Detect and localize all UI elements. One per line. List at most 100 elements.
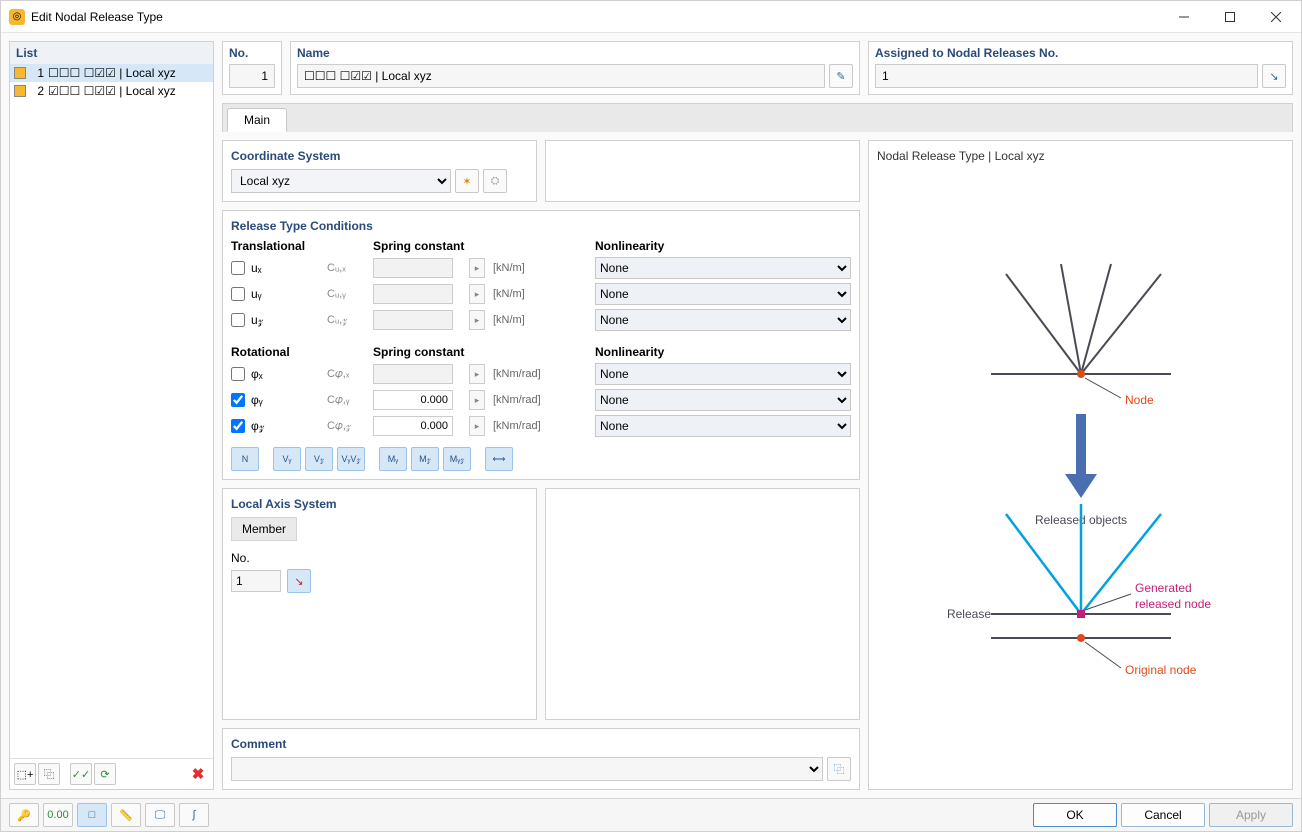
local-axis-title: Local Axis System bbox=[231, 497, 528, 511]
assigned-input[interactable] bbox=[875, 64, 1258, 88]
list-new-icon[interactable]: ⬚+ bbox=[14, 763, 36, 785]
tab-main[interactable]: Main bbox=[227, 108, 287, 132]
list-row-label: ☑☐☐ ☐☑☑ | Local xyz bbox=[48, 84, 176, 98]
cond-spring-input[interactable] bbox=[373, 390, 453, 410]
assigned-pick-icon[interactable]: ↘ bbox=[1262, 64, 1286, 88]
footer-tool-icon[interactable]: 0.00 bbox=[43, 803, 73, 827]
cond-spring-symbol: Cᵤ,ᵧ bbox=[327, 288, 367, 300]
app-icon: ◎ bbox=[9, 9, 25, 25]
cond-spring-input bbox=[373, 284, 453, 304]
svg-text:Original node: Original node bbox=[1125, 663, 1197, 677]
svg-text:Node: Node bbox=[1125, 393, 1154, 407]
cond-popup-icon[interactable]: ▸ bbox=[469, 390, 485, 410]
cond-preset-button[interactable]: Mᵧ bbox=[379, 447, 407, 471]
cond-checkbox[interactable]: φₓ bbox=[231, 367, 321, 381]
local-axis-no-label: No. bbox=[231, 551, 528, 565]
list-delete-icon[interactable]: ✖ bbox=[187, 763, 209, 785]
cond-spring-symbol: C𝜑,ₓ bbox=[327, 368, 367, 381]
footer-tool-icon[interactable]: □ bbox=[77, 803, 107, 827]
close-button[interactable] bbox=[1253, 2, 1299, 32]
cond-symbol: φₓ bbox=[251, 367, 263, 381]
footer-tool-icon[interactable]: 🖵 bbox=[145, 803, 175, 827]
name-label: Name bbox=[297, 46, 853, 60]
local-axis-section: Local Axis System Member No. ↘ bbox=[222, 488, 537, 720]
coord-new-icon[interactable]: ✶ bbox=[455, 169, 479, 193]
cond-unit: [kNm/rad] bbox=[493, 394, 553, 406]
empty-section-1 bbox=[545, 140, 860, 202]
cond-preset-button[interactable]: M𝓏 bbox=[411, 447, 439, 471]
comment-title: Comment bbox=[231, 737, 851, 751]
cond-preset-button[interactable]: V𝓏 bbox=[305, 447, 333, 471]
cancel-button[interactable]: Cancel bbox=[1121, 803, 1205, 827]
cond-checkbox[interactable]: φᵧ bbox=[231, 393, 321, 407]
cond-preset-button[interactable]: VᵧV𝓏 bbox=[337, 447, 365, 471]
list-check-icon[interactable]: ✓✓ bbox=[70, 763, 92, 785]
assigned-label: Assigned to Nodal Releases No. bbox=[875, 46, 1286, 60]
cond-spring-symbol: C𝜑,ᵧ bbox=[327, 394, 367, 407]
tab-row: Main bbox=[222, 103, 1293, 132]
cond-nonlinearity-select[interactable]: None bbox=[595, 257, 851, 279]
cond-spring-symbol: C𝜑,𝓏 bbox=[327, 420, 367, 433]
cond-preset-button[interactable]: Vᵧ bbox=[273, 447, 301, 471]
list-duplicate-icon[interactable]: ⿻ bbox=[38, 763, 60, 785]
cond-nonlinearity-select[interactable]: None bbox=[595, 283, 851, 305]
maximize-button[interactable] bbox=[1207, 2, 1253, 32]
cond-symbol: φ𝓏 bbox=[251, 419, 264, 434]
local-axis-member[interactable]: Member bbox=[231, 517, 297, 541]
list-header: List bbox=[10, 42, 213, 64]
cond-popup-icon[interactable]: ▸ bbox=[469, 416, 485, 436]
release-title: Release Type Conditions bbox=[231, 219, 851, 233]
list-toolbar: ⬚+ ⿻ ✓✓ ⟳ ✖ bbox=[10, 758, 213, 789]
list-row-num: 1 bbox=[30, 66, 44, 80]
preview-panel: Nodal Release Type | Local xyz Node Relea… bbox=[868, 140, 1293, 790]
minimize-button[interactable] bbox=[1161, 2, 1207, 32]
cond-preset-button[interactable]: Mᵧ𝓏 bbox=[443, 447, 471, 471]
local-axis-pick-icon[interactable]: ↘ bbox=[287, 569, 311, 593]
spring-header: Spring constant bbox=[373, 239, 553, 253]
trans-header: Translational bbox=[231, 239, 321, 253]
no-input[interactable] bbox=[229, 64, 275, 88]
apply-button[interactable]: Apply bbox=[1209, 803, 1293, 827]
window-title: Edit Nodal Release Type bbox=[31, 10, 1161, 24]
cond-spring-input bbox=[373, 258, 453, 278]
cond-popup-icon: ▸ bbox=[469, 284, 485, 304]
preview-title: Nodal Release Type | Local xyz bbox=[877, 149, 1284, 163]
cond-spring-input[interactable] bbox=[373, 416, 453, 436]
cond-nonlinearity-select[interactable]: None bbox=[595, 415, 851, 437]
footer-tool-icon[interactable]: ∫ bbox=[179, 803, 209, 827]
comment-copy-icon[interactable]: ⿻ bbox=[827, 757, 851, 781]
ok-button[interactable]: OK bbox=[1033, 803, 1117, 827]
name-edit-icon[interactable]: ✎ bbox=[829, 64, 853, 88]
list-filter-icon[interactable]: ⟳ bbox=[94, 763, 116, 785]
cond-checkbox[interactable]: uᵧ bbox=[231, 287, 321, 301]
coord-edit-icon[interactable]: ⛭ bbox=[483, 169, 507, 193]
footer-tool-icon[interactable]: 🔑 bbox=[9, 803, 39, 827]
cond-unit: [kNm/rad] bbox=[493, 420, 553, 432]
cond-nonlinearity-select[interactable]: None bbox=[595, 389, 851, 411]
cond-preset-button[interactable]: ⟷ bbox=[485, 447, 513, 471]
list-swatch-icon bbox=[14, 67, 26, 79]
cond-unit: [kN/m] bbox=[493, 314, 553, 326]
coord-select[interactable]: Local xyz bbox=[231, 169, 451, 193]
local-axis-no-input[interactable] bbox=[231, 570, 281, 592]
cond-nonlinearity-select[interactable]: None bbox=[595, 309, 851, 331]
comment-select[interactable] bbox=[231, 757, 823, 781]
cond-checkbox[interactable]: φ𝓏 bbox=[231, 419, 321, 434]
list-row[interactable]: 1 ☐☐☐ ☐☑☑ | Local xyz bbox=[10, 64, 213, 82]
cond-nonlinearity-select[interactable]: None bbox=[595, 363, 851, 385]
cond-checkbox[interactable]: uₓ bbox=[231, 261, 321, 275]
svg-text:Release: Release bbox=[946, 607, 990, 621]
cond-checkbox[interactable]: u𝓏 bbox=[231, 313, 321, 328]
svg-text:Generated: Generated bbox=[1135, 581, 1192, 595]
name-input[interactable] bbox=[297, 64, 825, 88]
cond-unit: [kNm/rad] bbox=[493, 368, 553, 380]
window-titlebar: ◎ Edit Nodal Release Type bbox=[1, 1, 1301, 33]
empty-section-2 bbox=[545, 488, 860, 720]
list-row[interactable]: 2 ☑☐☐ ☐☑☑ | Local xyz bbox=[10, 82, 213, 100]
cond-unit: [kN/m] bbox=[493, 262, 553, 274]
cond-spring-input bbox=[373, 364, 453, 384]
release-conditions-section: Release Type Conditions Translational Sp… bbox=[222, 210, 860, 480]
spring-header-2: Spring constant bbox=[373, 345, 553, 359]
cond-preset-button[interactable]: N bbox=[231, 447, 259, 471]
footer-tool-icon[interactable]: 📏 bbox=[111, 803, 141, 827]
